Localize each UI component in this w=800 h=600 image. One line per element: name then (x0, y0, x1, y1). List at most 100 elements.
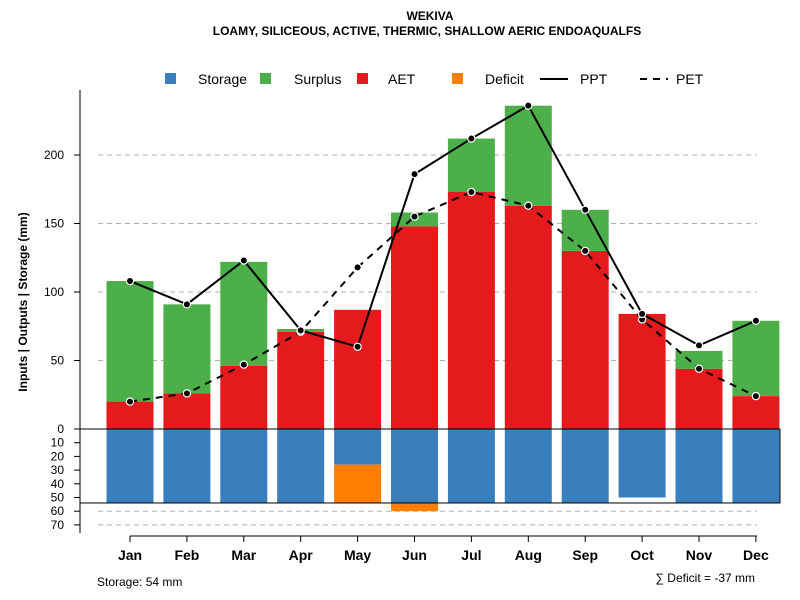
chart-subtitle: LOAMY, SILICEOUS, ACTIVE, THERMIC, SHALL… (213, 24, 641, 38)
x-tick-label-Nov: Nov (686, 547, 713, 563)
point-ppt-Jun (410, 169, 419, 179)
bar-aet-Oct (618, 313, 666, 429)
bar-storage-Oct (618, 429, 666, 498)
legend-aet-label: AET (388, 71, 416, 87)
point-ppt-Dec (751, 316, 761, 325)
y-tick-label-150: 150 (44, 217, 64, 231)
bar-series (79, 105, 781, 512)
x-tick-label-Aug: Aug (515, 547, 542, 563)
bar-aet-Feb (163, 393, 211, 429)
y-tick-label-50: 50 (51, 354, 65, 368)
legend-ppt-label: PPT (580, 71, 608, 87)
y-tick-label-lower-10: 10 (51, 436, 65, 450)
bar-surplus-Mar (220, 261, 268, 366)
y-tick-label-lower-70: 70 (51, 518, 65, 532)
x-tick-label-Apr: Apr (289, 547, 314, 563)
legend-deficit-label: Deficit (485, 71, 524, 87)
point-ppt-May (353, 342, 362, 351)
x-tick-label-Mar: Mar (231, 547, 256, 563)
legend-surplus-swatch (260, 73, 271, 84)
legend-aet-swatch (357, 73, 368, 84)
bar-surplus-Aug (504, 105, 552, 206)
legend-storage-swatch (165, 73, 176, 84)
bar-aet-Dec (732, 396, 780, 429)
x-tick-label-Oct: Oct (630, 547, 654, 563)
point-pet-Aug (524, 201, 533, 210)
bar-aet-Apr (277, 331, 325, 429)
point-ppt-Feb (182, 300, 192, 309)
bar-surplus-Nov (675, 350, 723, 369)
bar-storage-Aug (504, 429, 552, 503)
bar-storage-Dec (732, 429, 780, 503)
point-ppt-Sep (581, 205, 590, 214)
legend-deficit-swatch (452, 73, 463, 84)
point-pet-Feb (182, 389, 192, 398)
point-pet-May (353, 263, 362, 272)
bar-aet-Aug (504, 205, 552, 429)
x-tick-label-Dec: Dec (743, 547, 769, 563)
bar-storage-May (334, 429, 382, 465)
y-tick-label-200: 200 (44, 148, 64, 162)
storage-note: Storage: 54 mm (97, 575, 182, 589)
x-tick-label-Sep: Sep (572, 547, 598, 563)
y-tick-label-100: 100 (44, 285, 64, 299)
bar-storage-Feb (163, 429, 211, 503)
x-tick-label-Jan: Jan (118, 547, 142, 563)
bar-surplus-Jul (447, 138, 495, 192)
bar-surplus-Sep (561, 209, 609, 251)
y-tick-label-lower-20: 20 (51, 449, 65, 463)
legend-storage-label: Storage (198, 71, 247, 87)
bar-storage-Apr (277, 429, 325, 503)
bar-aet-Mar (220, 365, 268, 429)
bar-storage-Jul (447, 429, 495, 503)
bar-aet-Jun (391, 226, 438, 429)
bar-surplus-Jan (106, 281, 154, 402)
point-ppt-Jul (467, 134, 476, 143)
bar-aet-Jan (106, 401, 154, 429)
legend-surplus-label: Surplus (294, 71, 341, 87)
bar-storage-Sep (561, 429, 609, 503)
point-pet-Mar (239, 360, 248, 369)
line-ppt (129, 104, 757, 349)
bar-surplus-Feb (163, 304, 211, 394)
point-ppt-Apr (296, 326, 305, 335)
y-axis-label: Inputs | Outputs | Storage (mm) (16, 212, 30, 391)
bar-deficit-Jun (391, 502, 438, 512)
bar-deficit-May (334, 464, 382, 503)
line-series (125, 101, 761, 406)
y-tick-label-lower-50: 50 (51, 491, 65, 505)
bar-aet-Jul (447, 191, 495, 429)
point-ppt-Oct (637, 309, 647, 319)
deficit-note: ∑ Deficit = -37 mm (655, 571, 755, 585)
bar-aet-May (334, 309, 382, 429)
point-ppt-Jan (125, 276, 135, 286)
y-tick-label-0: 0 (57, 422, 64, 436)
bar-storage-Jan (106, 429, 154, 503)
line-pet (129, 190, 757, 403)
point-pet-Jul (467, 187, 476, 197)
bar-storage-Mar (220, 429, 268, 503)
x-tick-label-Feb: Feb (174, 547, 199, 563)
point-pet-Nov (694, 364, 704, 373)
chart-title: WEKIVA (406, 9, 453, 23)
point-ppt-Aug (524, 101, 533, 110)
x-tick-label-Jun: Jun (402, 547, 427, 563)
point-pet-Dec (751, 391, 761, 401)
y-tick-label-lower-30: 30 (51, 463, 65, 477)
chart-legend: Storage Surplus AET Deficit PPT PET (165, 71, 704, 87)
bar-aet-Sep (561, 250, 609, 429)
legend-pet-label: PET (676, 71, 704, 87)
x-tick-label-Jul: Jul (461, 547, 481, 563)
y-tick-label-lower-60: 60 (51, 504, 65, 518)
x-tick-label-May: May (344, 547, 371, 563)
bar-aet-Nov (675, 368, 723, 429)
point-ppt-Nov (694, 341, 704, 350)
point-pet-Sep (581, 246, 590, 256)
point-pet-Jan (125, 397, 135, 406)
bar-storage-Jun (391, 429, 438, 503)
bar-storage-Nov (675, 429, 723, 503)
bar-surplus-Dec (732, 320, 780, 397)
point-pet-Jun (410, 212, 419, 221)
